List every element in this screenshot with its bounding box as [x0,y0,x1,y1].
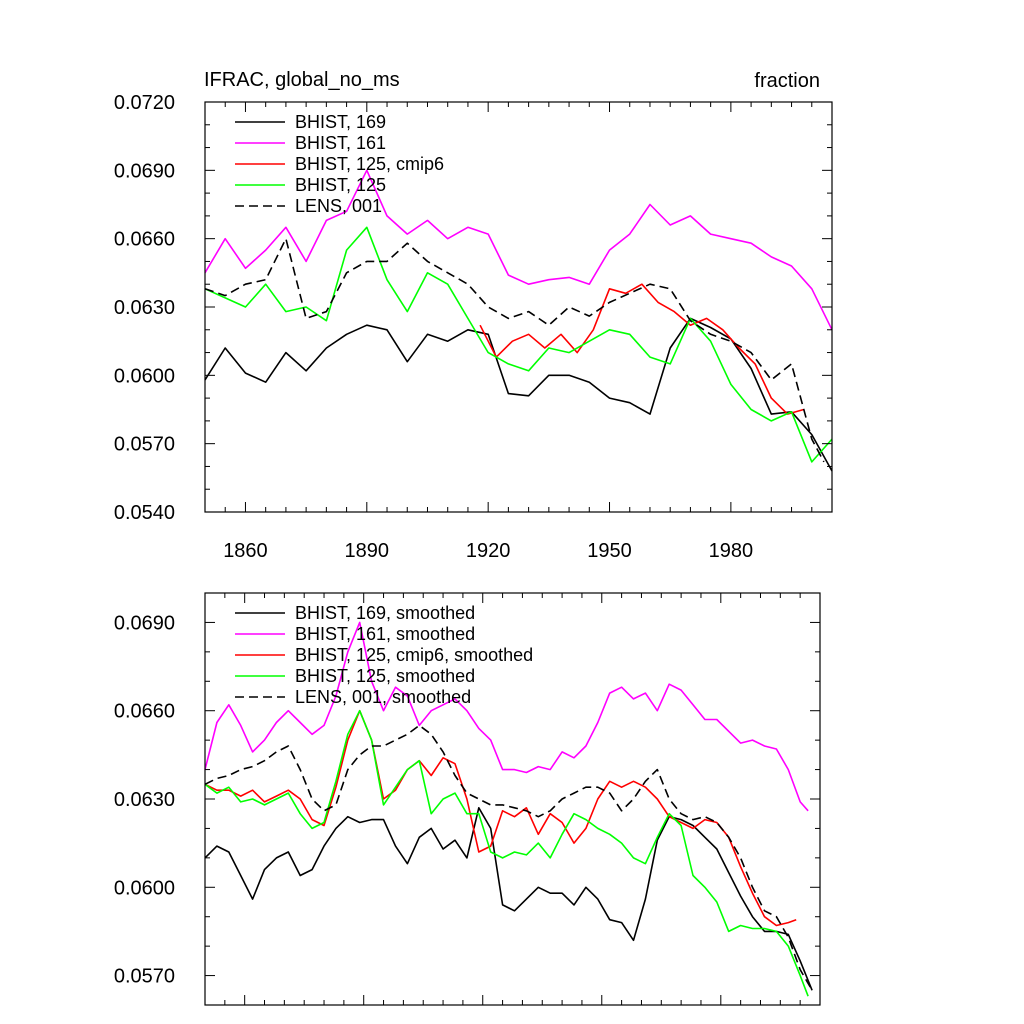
legend-label-1: BHIST, 161 [295,133,386,153]
y-tick-label: 0.0600 [114,877,175,899]
x-tick-label: 1920 [466,540,511,562]
top-panel: 0.0540 0.0570 0.0600 0.0630 0.0660 0.0690 0.07… [114,92,833,562]
legend-label-4: LENS, 001, smoothed [295,687,471,707]
legend-label-2: BHIST, 125, cmip6 [295,154,444,174]
y-tick-label: 0.0570 [114,434,175,456]
series-line-2 [479,283,804,415]
series-line-3 [204,226,833,463]
series-line-0 [204,807,813,991]
legend-label-3: BHIST, 125, smoothed [295,666,475,686]
legend-label-4: LENS, 001 [295,196,382,216]
series-line-1 [204,169,833,331]
x-tick-label: 1890 [345,540,390,562]
y-tick-label: 0.0660 [114,701,175,723]
panel1-title-left: IFRAC, global_no_ms [204,69,400,91]
y-tick-label: 0.0600 [114,365,175,387]
y-tick-label: 0.0690 [114,612,175,634]
y-tick-label: 0.0660 [114,229,175,251]
series-line-4 [204,724,813,991]
legend-label-2: BHIST, 125, cmip6, smoothed [295,645,533,665]
series-line-4 [204,237,825,463]
x-tick-label: 1950 [587,540,632,562]
series-line-3 [204,709,809,997]
series-line-1 [204,621,809,812]
bottom-panel: 0.0570 0.0600 0.0630 0.0660 0.0690 BHIST, 169… [114,592,821,1006]
x-tick-label: 1980 [709,540,754,562]
series-line-2 [204,709,797,927]
legend-label-0: BHIST, 169, smoothed [295,603,475,623]
y-tick-label: 0.0720 [114,92,175,114]
y-tick-label: 0.0690 [114,160,175,182]
y-tick-label: 0.0630 [114,789,175,811]
series-line-0 [204,317,833,472]
panel1-title-right: fraction [754,70,820,92]
legend-label-1: BHIST, 161, smoothed [295,624,475,644]
y-tick-label: 0.0630 [114,297,175,319]
x-tick-label: 1860 [223,540,268,562]
legend-label-3: BHIST, 125 [295,175,386,195]
y-tick-label: 0.0570 [114,966,175,988]
legend-label-0: BHIST, 169 [295,112,386,132]
y-tick-label: 0.0540 [114,502,175,524]
